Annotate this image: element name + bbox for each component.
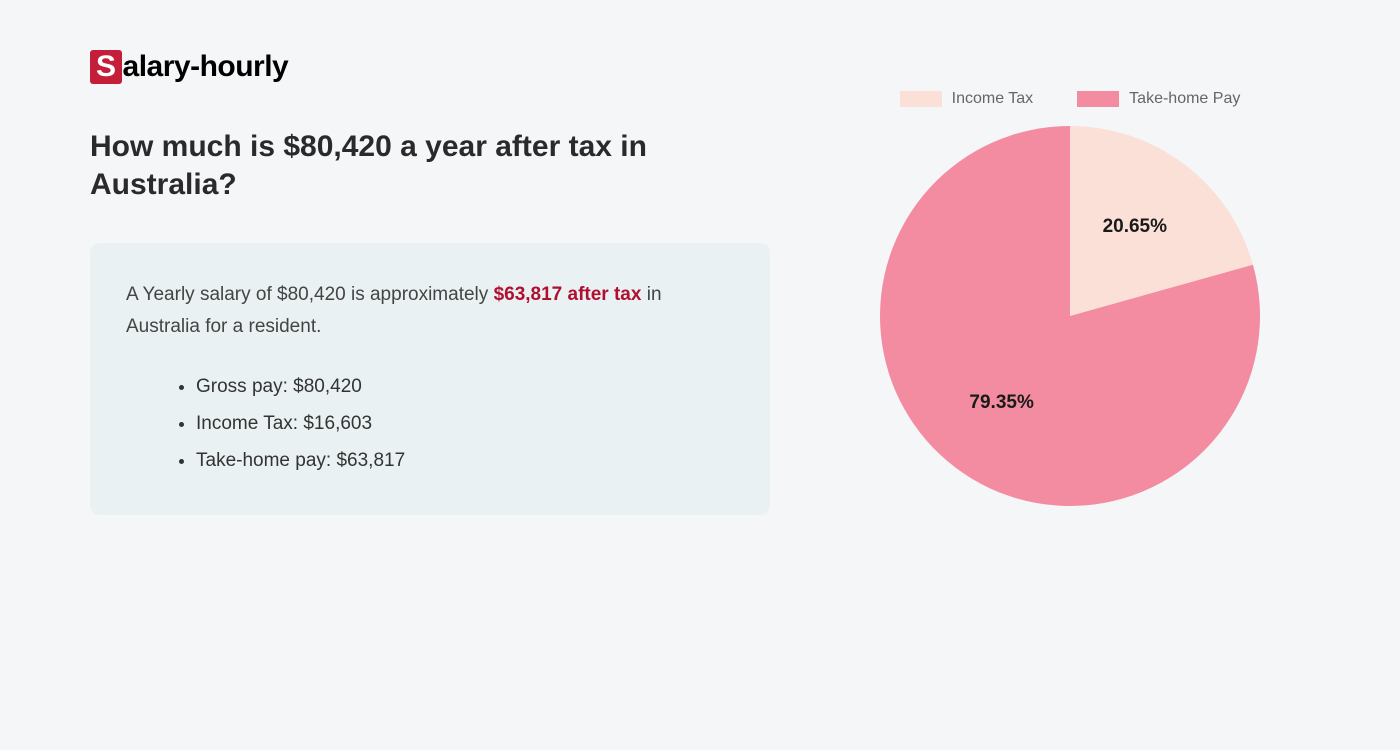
slice-label-income-tax: 20.65% xyxy=(1103,216,1167,238)
summary-list: Gross pay: $80,420 Income Tax: $16,603 T… xyxy=(126,368,734,479)
summary-highlight: $63,817 after tax xyxy=(494,284,642,305)
list-item: Gross pay: $80,420 xyxy=(196,368,734,405)
summary-sentence: A Yearly salary of $80,420 is approximat… xyxy=(126,279,734,344)
chart-legend: Income Tax Take-home Pay xyxy=(830,90,1310,108)
pie-svg xyxy=(880,126,1260,506)
legend-item-take-home: Take-home Pay xyxy=(1077,90,1240,108)
summary-box: A Yearly salary of $80,420 is approximat… xyxy=(90,243,770,515)
list-item: Income Tax: $16,603 xyxy=(196,405,734,442)
pie-chart: 20.65% 79.35% xyxy=(880,126,1260,506)
logo-badge: S xyxy=(90,50,122,84)
left-column: Salary-hourly How much is $80,420 a year… xyxy=(90,50,770,515)
logo-text: alary-hourly xyxy=(123,50,289,83)
list-item: Take-home pay: $63,817 xyxy=(196,442,734,479)
legend-item-income-tax: Income Tax xyxy=(900,90,1034,108)
legend-swatch xyxy=(900,91,942,107)
page-container: Salary-hourly How much is $80,420 a year… xyxy=(0,0,1400,565)
legend-label: Income Tax xyxy=(952,90,1034,108)
site-logo: Salary-hourly xyxy=(90,50,770,84)
summary-prefix: A Yearly salary of $80,420 is approximat… xyxy=(126,284,494,305)
slice-label-take-home: 79.35% xyxy=(969,392,1033,414)
legend-swatch xyxy=(1077,91,1119,107)
right-column: Income Tax Take-home Pay 20.65% 79.35% xyxy=(830,50,1310,515)
legend-label: Take-home Pay xyxy=(1129,90,1240,108)
page-title: How much is $80,420 a year after tax in … xyxy=(90,128,770,203)
